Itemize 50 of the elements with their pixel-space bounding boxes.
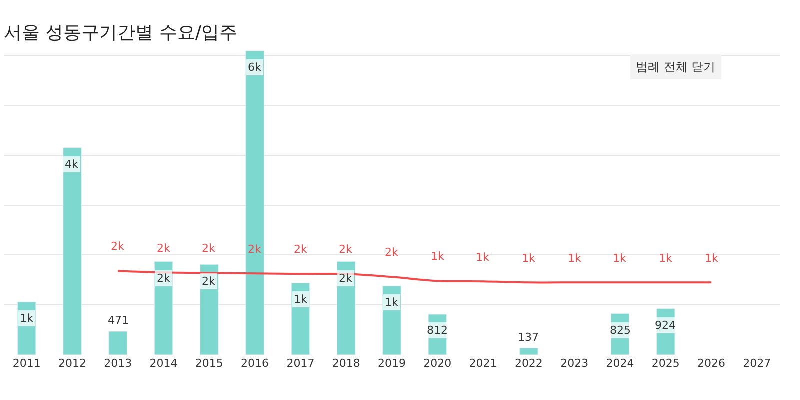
data-label: 137 (518, 331, 539, 344)
x-tick-label: 2027 (743, 357, 772, 370)
data-label: 1k (705, 252, 719, 265)
x-tick-label: 2026 (698, 357, 726, 370)
data-label: 1k (476, 251, 490, 264)
data-label: 2k (157, 272, 171, 285)
data-label: 2k (294, 243, 308, 256)
data-label: 1k (294, 293, 308, 306)
x-tick-label: 2013 (104, 357, 132, 370)
bar (246, 50, 264, 355)
data-label: 1k (659, 252, 673, 265)
data-label: 471 (108, 314, 129, 327)
x-tick-label: 2018 (332, 357, 360, 370)
x-tick-label: 2016 (241, 357, 270, 370)
x-tick-label: 2025 (652, 357, 680, 370)
data-label: 1k (431, 250, 445, 263)
data-label: 2k (202, 275, 216, 288)
x-tick-label: 2019 (378, 357, 406, 370)
data-label: 2k (385, 246, 399, 259)
data-label: 812 (427, 324, 448, 337)
data-label: 1k (385, 296, 399, 309)
data-label: 1k (20, 312, 34, 325)
bar (63, 148, 82, 355)
x-tick-label: 2017 (286, 357, 315, 370)
bar (520, 348, 538, 355)
annotation: 범례 전체 닫기 (636, 60, 716, 74)
data-label: 1k (613, 252, 627, 265)
x-tick-label: 2022 (514, 357, 543, 370)
x-tick-label: 2023 (560, 357, 589, 370)
x-tick-label: 2021 (469, 357, 498, 370)
x-tick-label: 2024 (606, 357, 634, 370)
data-label: 1k (522, 252, 536, 265)
data-label: 2k (339, 272, 353, 285)
data-label: 2k (202, 242, 216, 255)
data-label: 2k (248, 243, 262, 256)
x-tick-label: 2015 (195, 357, 224, 370)
data-label: 6k (248, 61, 262, 74)
chart-title: 서울 성동구기간별 수요/입주 (4, 22, 238, 44)
data-label: 1k (568, 252, 582, 265)
x-tick-label: 2012 (58, 357, 86, 370)
x-tick-label: 2014 (150, 357, 178, 370)
bar (108, 331, 128, 355)
data-label: 2k (111, 240, 125, 253)
data-label: 4k (65, 158, 79, 171)
data-label: 825 (610, 324, 631, 337)
data-label: 924 (655, 319, 676, 332)
data-label: 2k (339, 243, 353, 256)
x-tick-label: 2011 (12, 357, 41, 370)
data-label: 2k (157, 242, 171, 255)
x-tick-label: 2020 (424, 357, 452, 370)
